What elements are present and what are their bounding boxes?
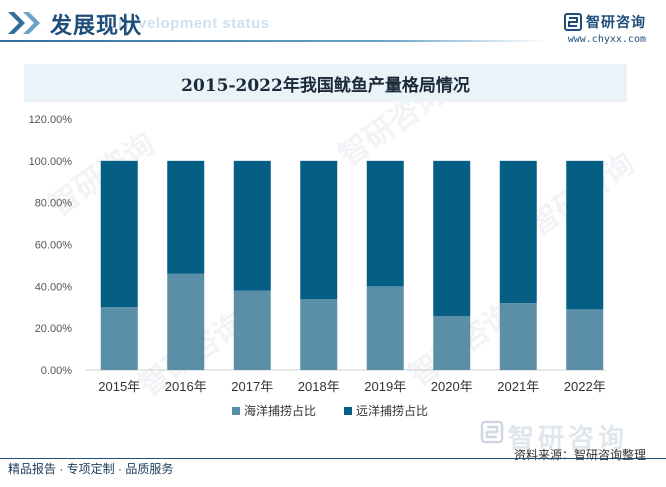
bar-segment [167, 273, 205, 370]
bar-segment [100, 160, 138, 308]
brand-name: 智研咨询 [586, 14, 646, 30]
bar-segment [566, 309, 604, 370]
x-tick-label: 2019年 [364, 379, 406, 394]
legend-label: 海洋捕捞占比 [244, 403, 316, 418]
brand-url: www.chyxx.com [567, 34, 646, 45]
y-tick-label: 20.00% [35, 323, 73, 335]
source-text: 资料来源：智研咨询整理 [513, 448, 646, 462]
y-tick-label: 80.00% [35, 198, 73, 210]
header-divider [0, 40, 548, 42]
page-header: Development status 发展现状 智研咨询 www.chyxx.c… [0, 0, 666, 50]
x-tick-label: 2016年 [165, 379, 207, 394]
y-tick-label: 0.00% [41, 365, 72, 377]
y-tick-label: 40.00% [35, 281, 73, 293]
header-subtitle: Development status [118, 15, 270, 32]
page-title: 发展现状 [50, 13, 143, 38]
source-watermark: 智研咨询 [508, 423, 629, 453]
source-logo-icon [480, 420, 504, 444]
bar-segment [566, 160, 604, 310]
brand: 智研咨询 [564, 12, 646, 32]
chart-title-band: 2015-2022年我国鱿鱼产量格局情况 [24, 64, 627, 102]
x-tick-label: 2017年 [231, 379, 273, 394]
legend-swatch [232, 407, 240, 415]
bar-segment [233, 160, 271, 291]
y-tick-label: 60.00% [35, 240, 73, 252]
footer-services: 精品报告 · 专项定制 · 品质服务 [8, 462, 174, 476]
bar-segment [366, 286, 404, 370]
bar-segment [433, 316, 471, 370]
y-tick-label: 100.00% [29, 156, 73, 168]
bar-segment [499, 303, 537, 370]
x-tick-label: 2020年 [431, 379, 473, 394]
bar-segment [433, 160, 471, 317]
bar-segment [100, 307, 138, 370]
footer-divider [0, 458, 666, 459]
bar-segment [499, 160, 537, 304]
bar-segment [366, 160, 404, 287]
x-tick-label: 2022年 [564, 379, 606, 394]
bar-segment [167, 160, 205, 274]
brand-logo-icon [564, 13, 582, 31]
chart-title: 2015-2022年我国鱿鱼产量格局情况 [181, 75, 470, 96]
x-tick-label: 2021年 [497, 379, 539, 394]
bar-segment [300, 299, 338, 370]
bar-segment [300, 160, 338, 300]
bar-segment [233, 290, 271, 370]
stacked-bar-chart: 0.00% 20.00% 40.00% 60.00% 80.00% 100.00% 120.… [29, 114, 606, 418]
legend-swatch [344, 407, 352, 415]
x-tick-label: 2015年 [98, 379, 140, 394]
y-tick-label: 120.00% [29, 114, 73, 126]
x-tick-label: 2018年 [298, 379, 340, 394]
legend-label: 远洋捕捞占比 [356, 403, 428, 418]
chevron-right-icon [8, 12, 40, 34]
